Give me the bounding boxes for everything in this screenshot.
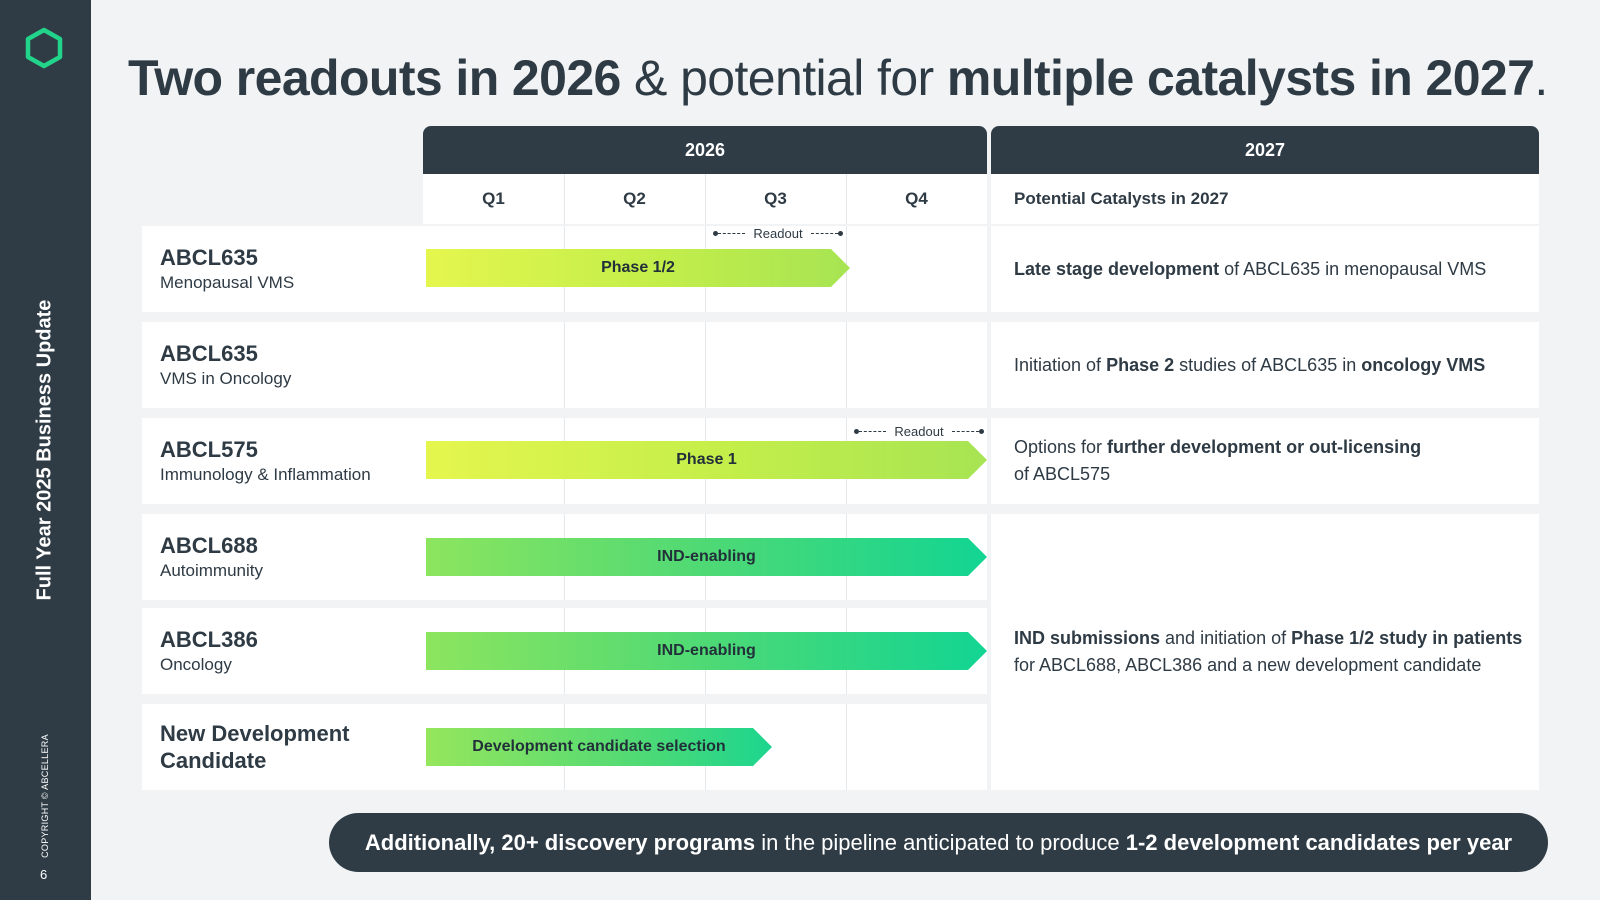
readout-dash bbox=[859, 430, 887, 432]
readout-label: Readout bbox=[894, 423, 944, 439]
catalyst-ind-submissions: IND submissions and initiation of Phase … bbox=[991, 514, 1539, 790]
program-name: ABCL575 bbox=[160, 436, 258, 462]
candidate-selection-bar: Development candidate selection bbox=[426, 728, 772, 766]
gantt-row-abcl635-oncology bbox=[423, 322, 987, 408]
readout-dot bbox=[854, 428, 859, 434]
grid-line bbox=[705, 322, 706, 408]
title-part-regular-2: . bbox=[1534, 50, 1548, 106]
program-indication: Menopausal VMS bbox=[160, 272, 295, 292]
program-indication: Immunology & Inflammation bbox=[160, 464, 371, 484]
phase-bar-abcl635: Phase 1/2 bbox=[426, 249, 850, 287]
catalyst-text: Options for further development or out-l… bbox=[1014, 434, 1421, 488]
readout-dot bbox=[713, 230, 718, 236]
page-title: Two readouts in 2026 & potential for mul… bbox=[128, 46, 1548, 110]
title-part-regular-1: & potential for bbox=[620, 50, 947, 106]
readout-marker-abcl635: Readout bbox=[713, 224, 843, 242]
banner-bold: 1-2 development candidates per year bbox=[1125, 829, 1513, 855]
copyright-text: COPYRIGHT © ABCELLERA bbox=[40, 734, 50, 858]
catalyst-abcl635-vms: Late stage development of ABCL635 in men… bbox=[991, 226, 1539, 312]
catalyst-regular: of ABCL575 bbox=[1014, 464, 1111, 484]
catalyst-header: Potential Catalysts in 2027 bbox=[991, 174, 1539, 224]
readout-dash bbox=[810, 232, 838, 234]
quarter-q4: Q4 bbox=[905, 189, 928, 208]
quarter-row: Q1 Q2 Q3 Q4 bbox=[423, 174, 987, 224]
grid-line bbox=[846, 322, 847, 408]
catalyst-bold: Phase 1/2 study in patients bbox=[1291, 628, 1523, 648]
program-label-abcl688: ABCL688 Autoimmunity bbox=[142, 514, 423, 600]
gantt-row-new-candidate: Development candidate selection bbox=[423, 704, 987, 790]
readout-dot bbox=[979, 428, 984, 434]
program-label-abcl635-vms: ABCL635 Menopausal VMS bbox=[142, 226, 423, 312]
banner-bold: Additionally, 20+ discovery programs bbox=[364, 829, 756, 855]
grid-line bbox=[564, 174, 565, 224]
catalyst-abcl635-oncology: Initiation of Phase 2 studies of ABCL635… bbox=[991, 322, 1539, 408]
phase-bar-abcl575: Phase 1 bbox=[426, 441, 987, 479]
catalyst-text: Initiation of Phase 2 studies of ABCL635… bbox=[1014, 352, 1485, 379]
title-part-bold-2: multiple catalysts in 2027 bbox=[946, 50, 1535, 106]
catalyst-regular: and initiation of bbox=[1160, 628, 1292, 648]
catalyst-bold: oncology VMS bbox=[1361, 354, 1486, 375]
discovery-programs-banner: Additionally, 20+ discovery programs in … bbox=[329, 813, 1548, 872]
grid-line bbox=[846, 704, 847, 790]
gantt-row-abcl386: IND-enabling bbox=[423, 608, 987, 694]
year-header-2027: 2027 bbox=[991, 126, 1539, 174]
catalyst-regular: for ABCL688, ABCL386 and a new developme… bbox=[1014, 655, 1482, 675]
quarter-q2: Q2 bbox=[623, 189, 646, 208]
title-part-bold-1: Two readouts in 2026 bbox=[128, 50, 621, 106]
program-indication: Autoimmunity bbox=[160, 560, 263, 580]
program-label-abcl386: ABCL386 Oncology bbox=[142, 608, 423, 694]
gantt-row-abcl635-vms: Readout Phase 1/2 bbox=[423, 226, 987, 312]
bar-label: IND-enabling bbox=[657, 642, 756, 659]
bar-label: Phase 1 bbox=[676, 451, 737, 468]
program-label-abcl575: ABCL575 Immunology & Inflammation bbox=[142, 418, 423, 504]
program-indication: Oncology bbox=[160, 654, 232, 674]
catalyst-regular: of ABCL635 in menopausal VMS bbox=[1219, 258, 1487, 279]
page-number: 6 bbox=[40, 867, 48, 882]
program-name: New Development Candidate bbox=[160, 721, 350, 773]
grid-line bbox=[846, 174, 847, 224]
catalyst-text: IND submissions and initiation of Phase … bbox=[1014, 625, 1522, 679]
banner-regular: in the pipeline anticipated to produce bbox=[755, 829, 1126, 855]
program-name: ABCL635 bbox=[160, 244, 258, 270]
bar-label: Development candidate selection bbox=[472, 738, 726, 755]
bar-label: Phase 1/2 bbox=[601, 259, 675, 276]
catalyst-text: Late stage development of ABCL635 in men… bbox=[1014, 256, 1486, 283]
program-indication: VMS in Oncology bbox=[160, 368, 292, 388]
bar-label: IND-enabling bbox=[657, 548, 756, 565]
gantt-row-abcl575: Readout Phase 1 bbox=[423, 418, 987, 504]
readout-dash bbox=[951, 430, 979, 432]
program-name: ABCL386 bbox=[160, 626, 258, 652]
hexagon-logo-icon bbox=[25, 27, 63, 69]
catalyst-abcl575: Options for further development or out-l… bbox=[991, 418, 1539, 504]
year-header-2026: 2026 bbox=[423, 126, 987, 174]
sidebar: Full Year 2025 Business Update COPYRIGHT… bbox=[0, 0, 91, 900]
catalyst-bold: Phase 2 bbox=[1106, 354, 1175, 375]
grid-line bbox=[564, 322, 565, 408]
sidebar-title: Full Year 2025 Business Update bbox=[33, 299, 56, 601]
program-name: ABCL688 bbox=[160, 532, 258, 558]
readout-dash bbox=[718, 232, 746, 234]
catalyst-bold: Late stage development bbox=[1014, 258, 1220, 279]
catalyst-bold: IND submissions bbox=[1014, 628, 1161, 648]
readout-label: Readout bbox=[753, 225, 803, 241]
catalyst-regular: Options for bbox=[1014, 437, 1108, 457]
readout-dot bbox=[838, 230, 843, 236]
ind-enabling-bar-abcl688: IND-enabling bbox=[426, 538, 987, 576]
readout-marker-abcl575: Readout bbox=[854, 422, 984, 440]
program-name: ABCL635 bbox=[160, 340, 258, 366]
program-label-abcl635-oncology: ABCL635 VMS in Oncology bbox=[142, 322, 423, 408]
quarter-q1: Q1 bbox=[482, 189, 505, 208]
catalyst-bold: further development or out-licensing bbox=[1107, 437, 1422, 457]
gantt-row-abcl688: IND-enabling bbox=[423, 514, 987, 600]
quarter-q3: Q3 bbox=[764, 189, 787, 208]
ind-enabling-bar-abcl386: IND-enabling bbox=[426, 632, 987, 670]
catalyst-regular: Initiation of bbox=[1014, 354, 1107, 375]
program-label-new-candidate: New Development Candidate bbox=[142, 704, 423, 790]
catalyst-regular: studies of ABCL635 in bbox=[1174, 354, 1362, 375]
grid-line bbox=[705, 174, 706, 224]
